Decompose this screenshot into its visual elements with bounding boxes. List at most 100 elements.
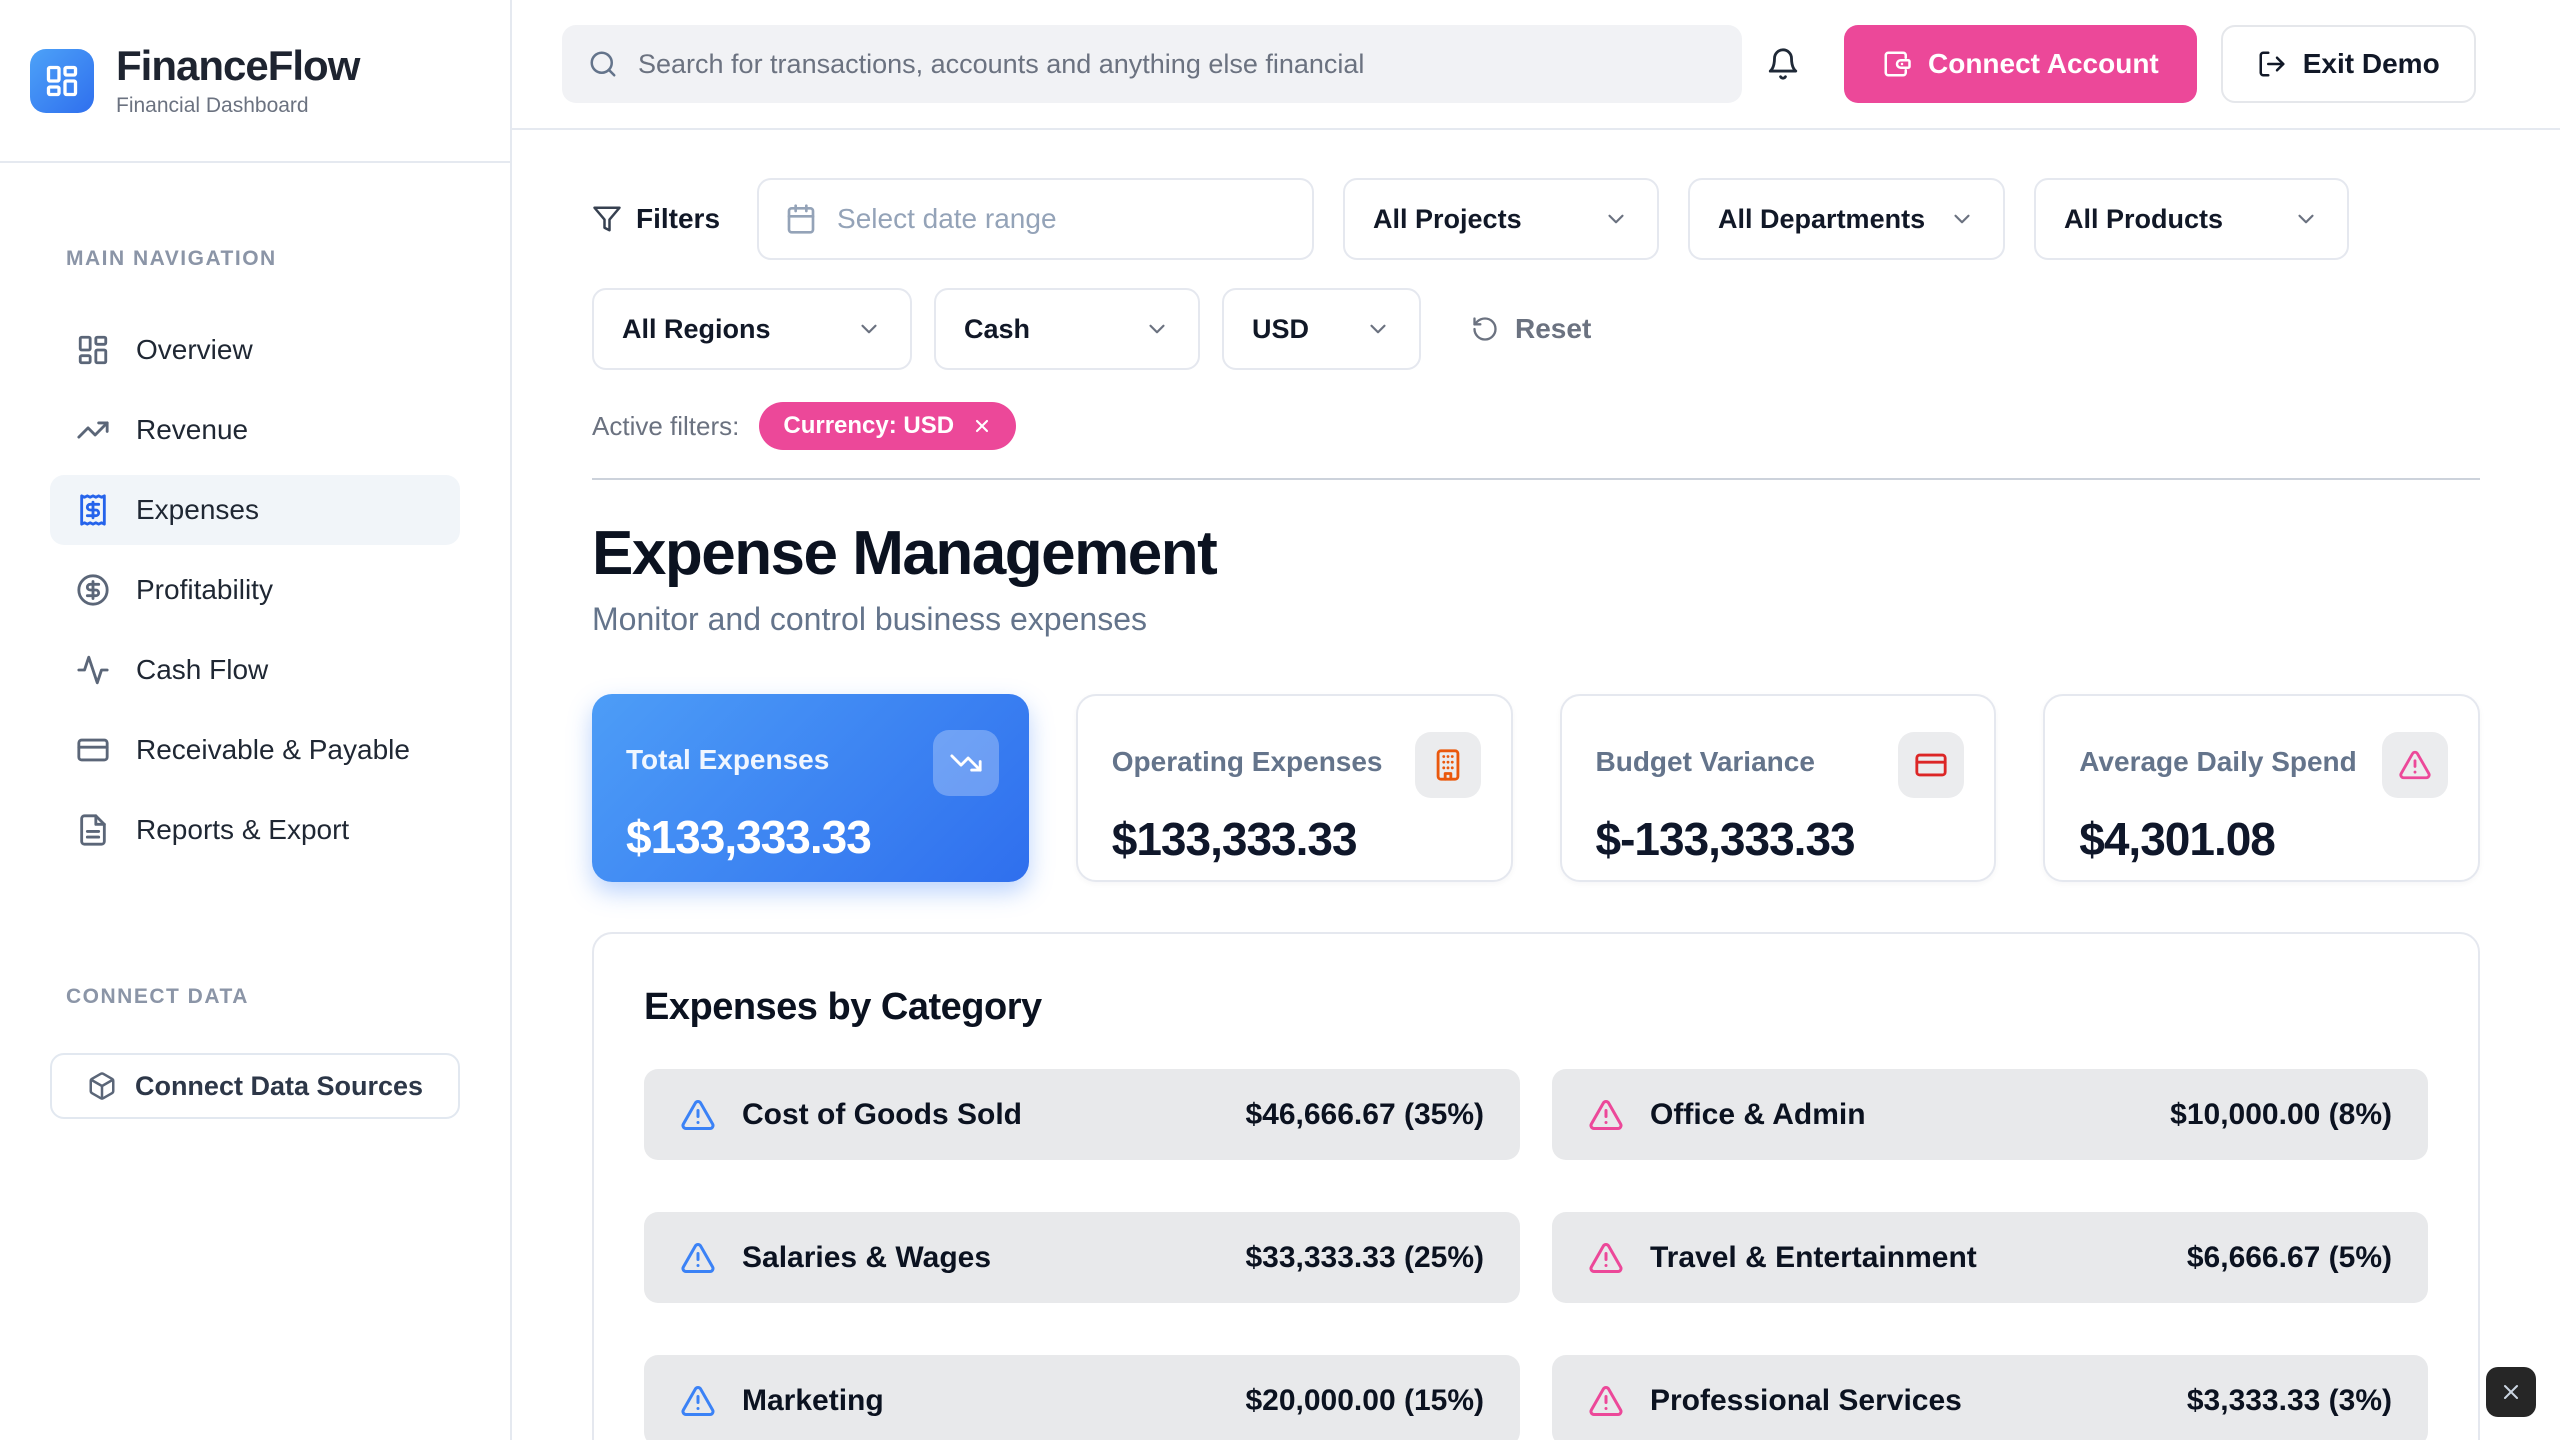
category-name: Professional Services <box>1650 1383 1962 1417</box>
category-row-salaries-wages[interactable]: Salaries & Wages $33,333.33 (25%) <box>644 1212 1520 1303</box>
stat-value: $4,301.08 <box>2079 813 2276 865</box>
departments-dropdown[interactable]: All Departments <box>1688 178 2006 260</box>
connect-data-sources-label: Connect Data Sources <box>134 1070 424 1101</box>
notifications-button[interactable] <box>1766 47 1800 81</box>
filters-row-1: Filters Select date range All Projects A… <box>592 178 2480 260</box>
stat-card-total-expenses[interactable]: Total Expenses $133,333.33 <box>592 694 1029 882</box>
category-row-travel-entertainment[interactable]: Travel & Entertainment $6,666.67 (5%) <box>1552 1212 2428 1303</box>
currency-dropdown-value: USD <box>1252 313 1310 344</box>
active-filters-row: Active filters: Currency: USD <box>592 402 2480 450</box>
sidebar-item-label: Reports & Export <box>136 814 350 845</box>
category-row-office-admin[interactable]: Office & Admin $10,000.00 (8%) <box>1552 1069 2428 1160</box>
sidebar-item-cash-flow[interactable]: Cash Flow <box>50 635 460 705</box>
currency-filter-chip[interactable]: Currency: USD <box>759 402 1017 450</box>
chevron-down-icon <box>1954 214 1970 224</box>
nav-section-label: MAIN NAVIGATION <box>66 247 277 270</box>
brand-subtitle: Financial Dashboard <box>116 93 309 117</box>
category-value: $3,333.33 (3%) <box>2186 1383 2392 1417</box>
stat-value: $-133,333.33 <box>1595 813 1856 865</box>
trending-up-icon <box>76 413 110 447</box>
category-row-marketing[interactable]: Marketing $20,000.00 (15%) <box>644 1355 1520 1440</box>
filters-title: Filters <box>592 203 720 235</box>
regions-dropdown[interactable]: All Regions <box>592 288 912 370</box>
reset-filters-button[interactable]: Reset <box>1471 313 1591 345</box>
sidebar-item-profitability[interactable]: Profitability <box>50 555 460 625</box>
circle-dollar-icon <box>76 573 110 607</box>
credit-card-icon <box>1898 732 1965 798</box>
category-name: Office & Admin <box>1650 1097 1866 1131</box>
regions-dropdown-value: All Regions <box>622 313 771 344</box>
stat-card-budget-variance[interactable]: Budget Variance $-133,333.33 <box>1559 694 1997 882</box>
main-navigation: MAIN NAVIGATION Overview Revenue Expense… <box>0 163 510 1119</box>
expenses-by-category-title: Expenses by Category <box>644 986 1042 1028</box>
payment-method-dropdown-value: Cash <box>964 313 1031 344</box>
projects-dropdown[interactable]: All Projects <box>1343 178 1660 260</box>
departments-dropdown-value: All Departments <box>1718 203 1926 234</box>
payment-method-dropdown[interactable]: Cash <box>934 288 1200 370</box>
chevron-down-icon <box>1370 324 1386 334</box>
sidebar-item-reports-export[interactable]: Reports & Export <box>50 795 460 865</box>
credit-card-icon <box>76 733 110 767</box>
category-value: $10,000.00 (8%) <box>2170 1097 2392 1131</box>
stat-value: $133,333.33 <box>626 811 872 863</box>
sidebar-item-label: Profitability <box>136 574 273 605</box>
exit-demo-label: Exit Demo <box>2302 48 2440 79</box>
category-name: Marketing <box>742 1383 884 1417</box>
category-name: Salaries & Wages <box>742 1240 992 1274</box>
chevron-down-icon <box>1608 214 1624 224</box>
top-bar: Connect Account Exit Demo <box>512 0 2560 130</box>
receipt-icon <box>76 493 110 527</box>
package-icon <box>89 1072 115 1100</box>
activity-icon <box>76 653 110 687</box>
stat-label: Average Daily Spend <box>2079 746 2357 777</box>
sidebar-item-receivable-payable[interactable]: Receivable & Payable <box>50 715 460 785</box>
trending-down-icon <box>932 730 999 796</box>
sidebar-item-revenue[interactable]: Revenue <box>50 395 460 465</box>
alert-triangle-icon <box>680 1097 716 1133</box>
stat-label: Budget Variance <box>1595 746 1815 777</box>
file-text-icon <box>76 813 110 847</box>
stat-label: Total Expenses <box>626 744 830 775</box>
alert-triangle-icon <box>680 1383 716 1419</box>
category-value: $33,333.33 (25%) <box>1245 1240 1484 1274</box>
sidebar-item-label: Receivable & Payable <box>136 734 410 765</box>
reset-label: Reset <box>1515 313 1592 344</box>
connect-data-sources-button[interactable]: Connect Data Sources <box>50 1053 460 1119</box>
sidebar-item-label: Cash Flow <box>136 654 269 685</box>
filters-label: Filters <box>636 203 721 234</box>
category-value: $6,666.67 (5%) <box>2186 1240 2392 1274</box>
sidebar-item-overview[interactable]: Overview <box>50 315 460 385</box>
brand-text: FinanceFlow Financial Dashboard <box>116 42 360 117</box>
stat-card-operating-expenses[interactable]: Operating Expenses $133,333.33 <box>1075 694 1513 882</box>
date-range-placeholder: Select date range <box>837 203 1057 234</box>
connect-account-button[interactable]: Connect Account <box>1844 25 2197 103</box>
chevron-down-icon <box>1149 324 1165 334</box>
stat-value: $133,333.33 <box>1111 813 1358 865</box>
products-dropdown[interactable]: All Products <box>2034 178 2350 260</box>
date-range-input[interactable]: Select date range <box>757 178 1315 260</box>
category-row-cost-of-goods-sold[interactable]: Cost of Goods Sold $46,666.67 (35%) <box>644 1069 1520 1160</box>
brand-name: FinanceFlow <box>116 42 360 90</box>
layout-dashboard-icon <box>76 333 110 367</box>
global-search[interactable] <box>562 25 1742 103</box>
stat-label: Operating Expenses <box>1111 746 1383 777</box>
sidebar-item-label: Revenue <box>136 414 249 445</box>
active-filters-label: Active filters: <box>592 410 740 441</box>
brand-header: FinanceFlow Financial Dashboard <box>0 0 510 163</box>
exit-demo-button[interactable]: Exit Demo <box>2220 25 2476 103</box>
financeflow-logo-icon <box>30 48 94 113</box>
close-widget-button[interactable] <box>2486 1367 2536 1417</box>
sidebar-item-expenses[interactable]: Expenses <box>50 475 460 545</box>
category-row-professional-services[interactable]: Professional Services $3,333.33 (3%) <box>1552 1355 2428 1440</box>
close-icon <box>2504 1385 2518 1399</box>
sidebar-item-label: Overview <box>136 334 253 365</box>
stat-card-average-daily-spend[interactable]: Average Daily Spend $4,301.08 <box>2043 694 2480 882</box>
bell-icon <box>1768 48 1798 80</box>
connect-data-section-label: CONNECT DATA <box>66 985 249 1008</box>
category-list: Cost of Goods Sold $46,666.67 (35%) Offi… <box>644 1069 2428 1440</box>
connect-account-label: Connect Account <box>1928 48 2159 79</box>
currency-dropdown[interactable]: USD <box>1222 288 1421 370</box>
search-input[interactable] <box>638 48 1716 80</box>
main-area: Connect Account Exit Demo Filters Select… <box>512 0 2560 1440</box>
